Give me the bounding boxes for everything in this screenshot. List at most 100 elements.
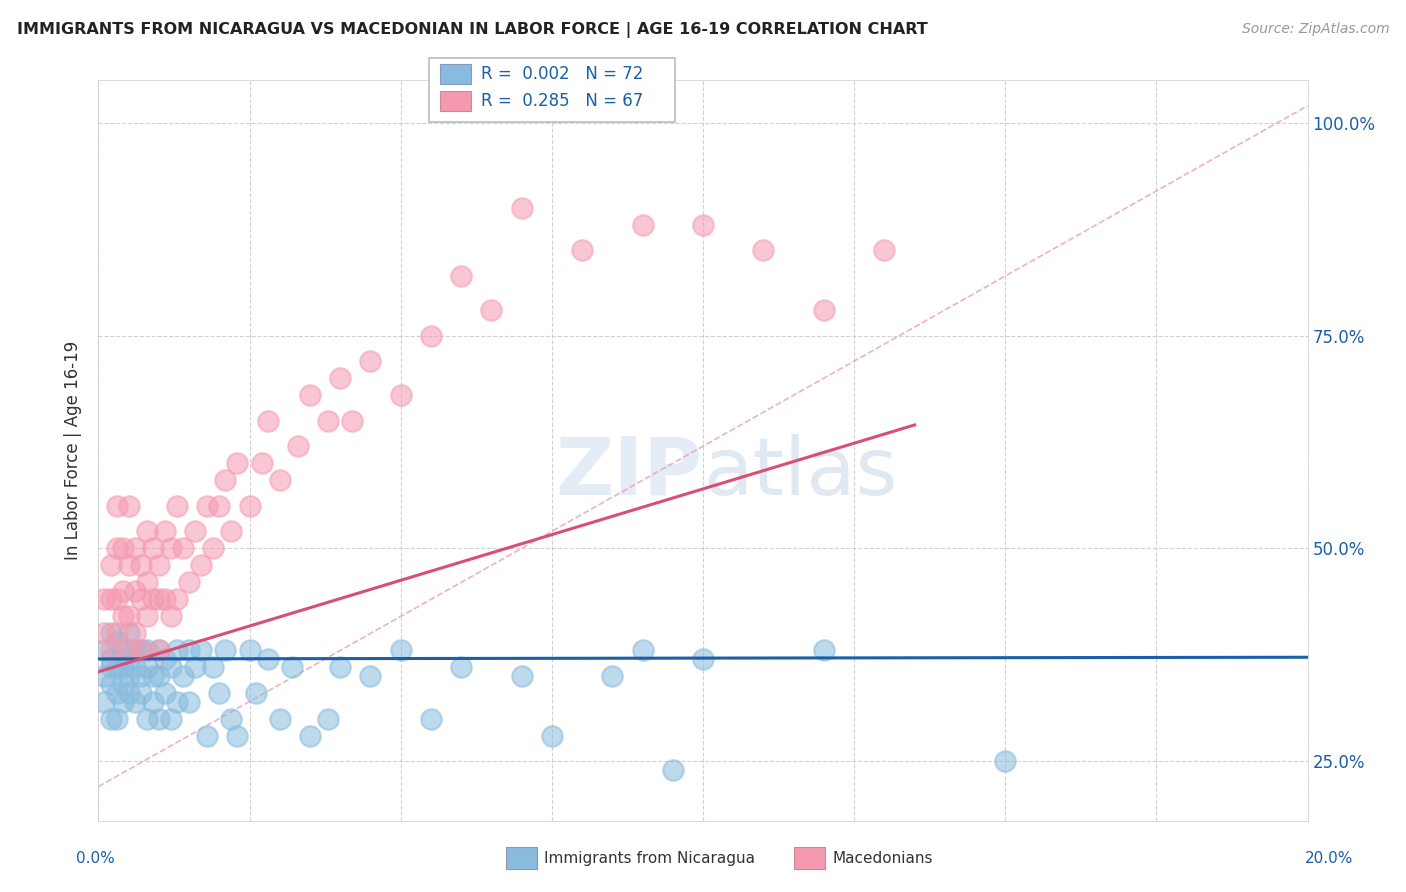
Point (148, 558, 170, 573)
Point (269, 712, 291, 726)
Point (118, 626, 141, 640)
Point (389, 643, 412, 657)
Point (129, 669, 152, 683)
Point (105, 712, 128, 726)
Point (202, 660, 225, 674)
Point (93, 669, 115, 683)
Point (540, 729, 562, 743)
Point (221, 524, 243, 539)
Point (118, 652, 141, 666)
Point (450, 660, 472, 674)
Point (661, 763, 683, 777)
Point (153, 524, 176, 539)
Point (129, 643, 152, 657)
Point (571, 244, 593, 258)
Point (105, 686, 128, 700)
Point (184, 660, 207, 674)
Point (142, 541, 165, 556)
Point (105, 626, 128, 640)
Point (420, 328, 443, 343)
Point (481, 303, 503, 318)
Point (142, 694, 165, 708)
Point (111, 677, 134, 691)
Text: atlas: atlas (703, 434, 897, 512)
Point (148, 643, 170, 657)
Point (510, 201, 533, 215)
Point (100, 712, 122, 726)
Point (752, 244, 775, 258)
Text: 0.0%: 0.0% (76, 851, 115, 865)
Point (202, 541, 225, 556)
Point (100, 677, 122, 691)
Point (129, 643, 152, 657)
Point (129, 686, 152, 700)
Point (360, 669, 382, 683)
Point (111, 541, 134, 556)
Point (208, 686, 231, 700)
Point (208, 499, 231, 513)
Point (179, 694, 201, 708)
Point (124, 541, 146, 556)
Point (124, 643, 146, 657)
Point (602, 669, 624, 683)
Point (105, 541, 128, 556)
Point (105, 660, 128, 674)
Point (299, 729, 322, 743)
Text: ZIP: ZIP (555, 434, 703, 512)
Point (239, 499, 262, 513)
Point (329, 660, 352, 674)
Text: R =  0.285   N = 67: R = 0.285 N = 67 (481, 92, 643, 110)
Point (214, 473, 236, 487)
Point (100, 643, 122, 657)
Point (172, 669, 194, 683)
Point (360, 354, 382, 368)
Point (226, 729, 249, 743)
Point (179, 643, 201, 657)
Point (250, 456, 273, 470)
Point (118, 686, 141, 700)
Text: Source: ZipAtlas.com: Source: ZipAtlas.com (1241, 22, 1389, 37)
Point (135, 643, 157, 657)
Point (813, 303, 835, 318)
Point (166, 499, 188, 513)
Point (124, 660, 146, 674)
Point (118, 643, 141, 657)
Point (111, 660, 134, 674)
Point (214, 643, 236, 657)
Point (100, 626, 122, 640)
Text: R =  0.002   N = 72: R = 0.002 N = 72 (481, 65, 643, 83)
Point (160, 712, 183, 726)
Point (166, 643, 188, 657)
Point (329, 371, 352, 385)
Point (135, 609, 157, 624)
Point (148, 643, 170, 657)
Point (160, 660, 183, 674)
Point (135, 712, 157, 726)
Point (93, 643, 115, 657)
Point (160, 541, 183, 556)
Point (148, 712, 170, 726)
Point (299, 388, 322, 402)
Point (510, 669, 533, 683)
Point (184, 524, 207, 539)
Point (124, 694, 146, 708)
Point (190, 643, 212, 657)
Point (873, 244, 896, 258)
Point (118, 609, 141, 624)
Point (287, 439, 309, 453)
Point (111, 694, 134, 708)
Point (111, 643, 134, 657)
Point (179, 575, 201, 590)
Point (111, 583, 134, 598)
Point (105, 592, 128, 607)
Y-axis label: In Labor Force | Age 16-19: In Labor Force | Age 16-19 (65, 341, 83, 560)
Point (135, 524, 157, 539)
Point (129, 592, 152, 607)
Text: IMMIGRANTS FROM NICARAGUA VS MACEDONIAN IN LABOR FORCE | AGE 16-19 CORRELATION C: IMMIGRANTS FROM NICARAGUA VS MACEDONIAN … (17, 22, 928, 38)
Point (148, 669, 170, 683)
Text: Immigrants from Nicaragua: Immigrants from Nicaragua (544, 851, 755, 865)
Point (631, 218, 654, 232)
Point (100, 592, 122, 607)
Point (93, 694, 115, 708)
Point (316, 414, 339, 428)
